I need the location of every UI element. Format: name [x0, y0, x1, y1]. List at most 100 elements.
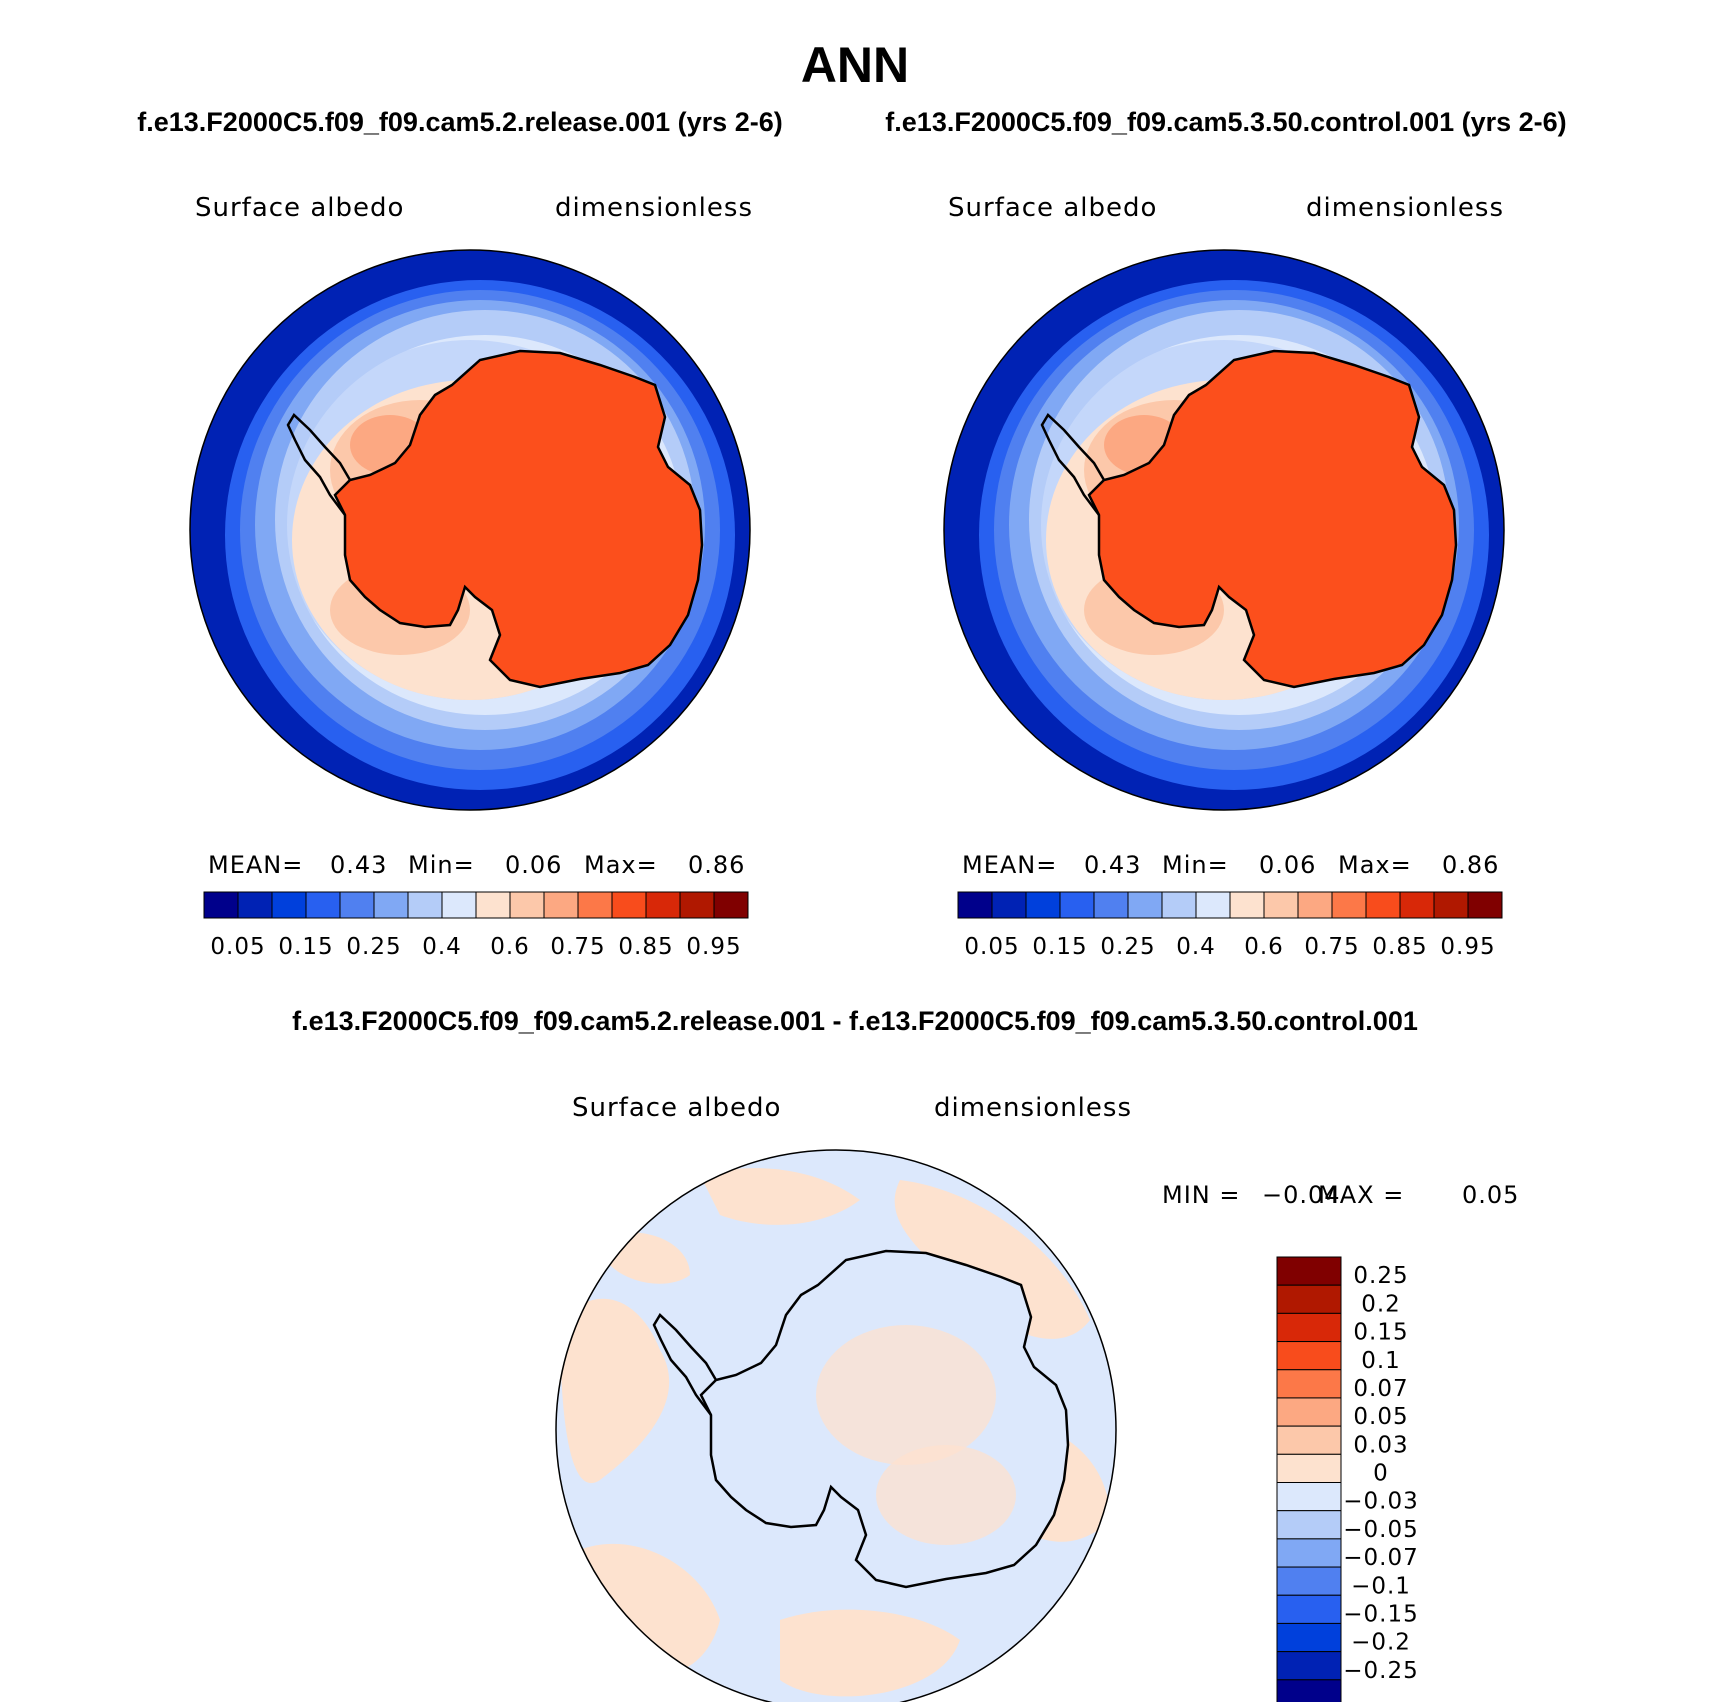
diff-min-label: MIN = [1162, 1181, 1240, 1209]
right-stats: MEAN= 0.43 Min= 0.06 Max= 0.86 [962, 851, 1499, 879]
left-colorbar-tick-label: 0.25 [346, 934, 401, 960]
right-colorbar: 0.05 0.15 0.25 0.4 0.6 0.75 0.85 0.95 [957, 891, 1503, 960]
right-colorbar-swatch [1161, 891, 1197, 919]
right-colorbar-tick-label: 0.95 [1440, 934, 1495, 960]
right-polar-map [944, 250, 1504, 810]
left-colorbar-tick-label: 0.85 [618, 934, 673, 960]
right-case-title: f.e13.F2000C5.f09_f09.cam5.3.50.control.… [885, 107, 1566, 137]
right-colorbar-swatch [1195, 891, 1231, 919]
left-colorbar-tick-label: 0.4 [422, 934, 462, 960]
left-colorbar-swatch [475, 891, 511, 919]
right-colorbar-swatch [1127, 891, 1163, 919]
left-colorbar-swatch [373, 891, 409, 919]
left-colorbar-swatch [339, 891, 375, 919]
diff-colorbar-swatch [1276, 1651, 1342, 1681]
diff-colorbar-tick-label: 0.05 [1353, 1404, 1408, 1430]
diff-colorbar-swatch [1276, 1622, 1342, 1653]
diff-colorbar-swatch [1276, 1397, 1342, 1427]
diff-units-label: dimensionless [934, 1093, 1132, 1123]
right-colorbar-swatch [957, 891, 993, 919]
left-colorbar-swatch [713, 891, 749, 919]
left-colorbar-tick-label: 0.15 [278, 934, 333, 960]
diff-max-label: MAX = [1318, 1181, 1404, 1209]
diff-minmax: MIN = −0.04 MAX = 0.05 [1162, 1181, 1519, 1209]
right-max-label: Max= [1338, 851, 1412, 879]
left-colorbar-swatch [543, 891, 579, 919]
diff-colorbar-tick-label: 0.03 [1353, 1432, 1408, 1458]
left-colorbar-swatch [407, 891, 443, 919]
right-colorbar-swatch [1093, 891, 1129, 919]
right-colorbar-swatch [1025, 891, 1061, 919]
diff-colorbar-swatch [1276, 1453, 1342, 1483]
diff-colorbar-swatch [1276, 1312, 1342, 1343]
left-colorbar-swatch [203, 891, 239, 919]
left-colorbar-swatch [577, 891, 613, 919]
left-case-title: f.e13.F2000C5.f09_f09.cam5.2.release.001… [137, 107, 782, 137]
diff-colorbar-swatch [1276, 1594, 1342, 1624]
right-colorbar-tick-label: 0.6 [1244, 934, 1284, 960]
right-colorbar-tick-label: 0.75 [1304, 934, 1359, 960]
left-units-label: dimensionless [555, 193, 753, 223]
diff-colorbar-tick-label: −0.25 [1343, 1658, 1418, 1684]
left-min-value: 0.06 [505, 851, 562, 879]
right-colorbar-tick-label: 0.25 [1100, 934, 1155, 960]
diff-max-value: 0.05 [1462, 1181, 1519, 1209]
right-colorbar-tick-label: 0.85 [1372, 934, 1427, 960]
left-colorbar-swatch [237, 891, 273, 919]
diff-colorbar-swatch [1276, 1679, 1342, 1702]
diff-colorbar-tick-label: −0.05 [1343, 1517, 1418, 1543]
right-min-value: 0.06 [1259, 851, 1316, 879]
right-colorbar-tick-label: 0.05 [964, 934, 1019, 960]
right-min-label: Min= [1162, 851, 1229, 879]
left-colorbar-swatch [441, 891, 477, 919]
right-units-label: dimensionless [1306, 193, 1504, 223]
right-colorbar-swatch [1229, 891, 1265, 919]
diff-map-panel: Surface albedo dimensionless MIN = −0.04… [555, 1093, 1519, 1702]
diff-colorbar-tick-label: 0.07 [1353, 1376, 1408, 1402]
diff-colorbar-swatch [1276, 1284, 1342, 1314]
left-colorbar-tick-label: 0.95 [686, 934, 741, 960]
right-variable-label: Surface albedo [948, 193, 1157, 223]
diff-colorbar: 0.250.20.150.10.070.050.030−0.03−0.05−0.… [1276, 1256, 1418, 1702]
right-mean-label: MEAN= [962, 851, 1057, 879]
right-colorbar-swatch [1331, 891, 1367, 919]
left-colorbar-swatch [611, 891, 647, 919]
left-stats: MEAN= 0.43 Min= 0.06 Max= 0.86 [208, 851, 745, 879]
diff-colorbar-tick-label: −0.1 [1351, 1573, 1411, 1599]
right-colorbar-swatch [1467, 891, 1503, 919]
diff-colorbar-swatch [1276, 1369, 1342, 1399]
right-max-value: 0.86 [1442, 851, 1499, 879]
left-colorbar-tick-label: 0.75 [550, 934, 605, 960]
right-mean-value: 0.43 [1084, 851, 1141, 879]
diff-title: f.e13.F2000C5.f09_f09.cam5.2.release.001… [292, 1006, 1418, 1036]
right-colorbar-swatch [991, 891, 1027, 919]
diff-colorbar-swatch [1276, 1341, 1342, 1371]
left-max-value: 0.86 [688, 851, 745, 879]
diff-colorbar-tick-label: −0.2 [1351, 1630, 1411, 1656]
diff-colorbar-tick-label: 0.15 [1353, 1320, 1408, 1346]
right-colorbar-swatch [1297, 891, 1333, 919]
left-variable-label: Surface albedo [195, 193, 404, 223]
figure-title: ANN [801, 37, 909, 93]
right-map-panel: Surface albedo dimensionless MEAN= 0.43 … [943, 193, 1505, 960]
left-colorbar-tick-label: 0.6 [490, 934, 530, 960]
right-colorbar-tick-label: 0.15 [1032, 934, 1087, 960]
diff-colorbar-swatch [1276, 1566, 1342, 1596]
diff-colorbar-tick-label: 0.1 [1361, 1348, 1401, 1374]
left-map-panel: Surface albedo dimensionless MEAN= 0.43 … [189, 193, 753, 960]
left-colorbar: 0.05 0.15 0.25 0.4 0.6 0.75 0.85 0.95 [203, 891, 749, 960]
diff-colorbar-tick-label: 0.25 [1353, 1263, 1408, 1289]
diff-colorbar-swatch [1276, 1482, 1342, 1512]
left-colorbar-swatch [679, 891, 715, 919]
diff-colorbar-tick-label: 0 [1373, 1461, 1389, 1487]
diff-colorbar-tick-label: −0.07 [1343, 1545, 1418, 1571]
right-colorbar-swatch [1365, 891, 1401, 919]
left-polar-map [190, 250, 750, 810]
left-max-label: Max= [584, 851, 658, 879]
diff-colorbar-tick-label: −0.15 [1343, 1601, 1418, 1627]
left-colorbar-tick-label: 0.05 [210, 934, 265, 960]
left-colorbar-swatch [305, 891, 341, 919]
diff-colorbar-swatch [1276, 1256, 1342, 1286]
left-colorbar-swatch [271, 891, 307, 919]
